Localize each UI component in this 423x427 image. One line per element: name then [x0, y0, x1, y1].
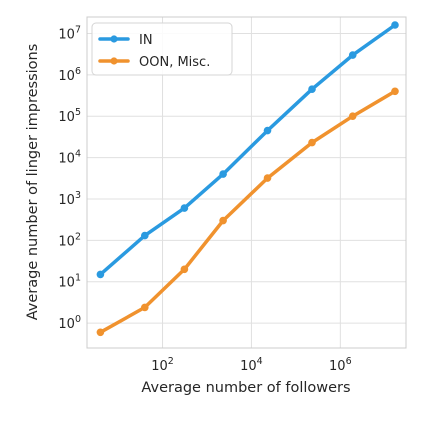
- legend-label-in: IN: [139, 33, 153, 48]
- y-tick-label-exponent: 7: [75, 24, 81, 35]
- y-tick-label: 107: [58, 24, 81, 42]
- y-tick-label-base: 10: [58, 317, 75, 332]
- data-point-in: [141, 231, 149, 240]
- y-tick-label-exponent: 1: [75, 273, 81, 284]
- x-tick-labels: 102 104 106: [151, 356, 351, 374]
- data-point-in: [96, 270, 105, 279]
- x-tick-label-base: 10: [329, 359, 346, 374]
- x-tick-label: 104: [240, 356, 263, 374]
- y-tick-label: 103: [58, 190, 81, 208]
- y-tick-label: 102: [58, 231, 81, 249]
- data-point-in: [219, 170, 227, 178]
- y-tick-label-exponent: 3: [75, 190, 81, 201]
- x-tick-label-exponent: 6: [346, 356, 352, 367]
- y-tick-label: 104: [58, 149, 81, 167]
- x-tick-label-base: 10: [240, 359, 257, 374]
- data-point-in: [308, 85, 316, 93]
- data-point-in: [180, 204, 189, 212]
- y-tick-label-base: 10: [58, 110, 75, 125]
- x-tick-label-exponent: 2: [168, 356, 174, 367]
- series-line-oon-misc: [98, 89, 397, 335]
- x-tick-label-exponent: 4: [257, 356, 263, 367]
- x-axis-label: Average number of followers: [141, 380, 350, 396]
- y-axis-label: Average number of linger impressions: [25, 44, 41, 321]
- legend-label-oon-misc: OON, Misc.: [139, 55, 210, 70]
- data-point-oon-misc: [96, 328, 105, 337]
- data-point-in: [391, 21, 399, 29]
- y-tick-label: 105: [58, 107, 81, 125]
- data-point-oon-misc: [219, 216, 227, 225]
- y-tick-label: 100: [58, 314, 81, 332]
- legend: IN OON, Misc.: [91, 22, 233, 76]
- y-tick-label-exponent: 2: [75, 231, 81, 242]
- y-tick-label: 101: [58, 273, 81, 291]
- x-tick-label-base: 10: [151, 359, 168, 374]
- x-tick-label: 106: [329, 356, 352, 374]
- x-tick-label: 102: [151, 356, 174, 374]
- y-tick-label-base: 10: [58, 69, 75, 84]
- y-tick-label-exponent: 0: [75, 314, 81, 325]
- y-tick-label-exponent: 6: [75, 66, 81, 77]
- data-point-oon-misc: [263, 174, 272, 182]
- y-tick-label-base: 10: [58, 276, 75, 291]
- y-tick-label-base: 10: [58, 193, 75, 208]
- data-point-in: [348, 51, 357, 59]
- data-point-oon-misc: [308, 138, 316, 147]
- plot-frame: [86, 16, 407, 349]
- y-tick-label: 106: [58, 66, 81, 84]
- y-tick-label-exponent: 5: [75, 107, 81, 118]
- legend-marker-oon-misc: [110, 57, 118, 65]
- data-point-in: [263, 126, 272, 135]
- data-point-oon-misc: [141, 303, 149, 312]
- data-point-oon-misc: [391, 87, 399, 96]
- series-line-in: [98, 23, 397, 277]
- legend-marker-in: [110, 35, 118, 43]
- data-point-oon-misc: [348, 112, 357, 120]
- y-tick-label-base: 10: [58, 152, 75, 167]
- y-tick-label-base: 10: [58, 27, 75, 42]
- y-tick-label-base: 10: [58, 234, 75, 249]
- data-point-oon-misc: [180, 265, 189, 274]
- y-tick-label-exponent: 4: [75, 149, 81, 160]
- series-lines: [96, 21, 399, 337]
